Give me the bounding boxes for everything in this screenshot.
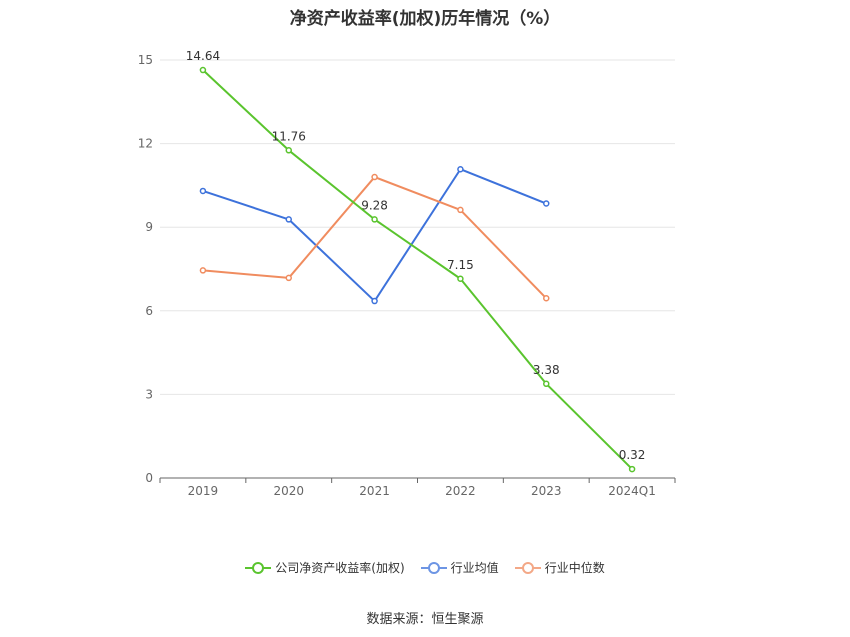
data-point[interactable]	[199, 66, 207, 74]
legend-label: 行业均值	[450, 561, 499, 575]
data-point[interactable]	[199, 187, 207, 195]
data-point[interactable]	[628, 465, 636, 473]
legend-swatch	[420, 561, 447, 574]
series-line	[202, 69, 633, 470]
series-line	[202, 176, 547, 299]
data-point[interactable]	[457, 165, 464, 173]
chart-title: 净资产收益率(加权)历年情况（%）	[289, 9, 561, 29]
grid-lines	[160, 59, 675, 395]
data-point[interactable]	[285, 274, 292, 282]
series-line	[202, 168, 547, 303]
data-label: 14.64	[186, 49, 220, 63]
data-point[interactable]	[543, 200, 550, 207]
data-point[interactable]	[285, 147, 292, 154]
data-point[interactable]	[285, 216, 292, 223]
y-tick-label: 9	[145, 220, 153, 234]
data-point[interactable]	[543, 380, 550, 388]
x-tick-label: 2020	[273, 484, 304, 498]
x-tick-label: 2021	[359, 484, 390, 498]
data-labels: 14.64 11.76 9.28 7.15 3.38 0.32	[186, 49, 646, 462]
legend-item[interactable]: 行业均值	[420, 559, 499, 576]
x-tick-label: 2023	[531, 484, 562, 498]
legend-swatch	[245, 561, 272, 574]
legend-label: 公司净资产收益率(加权)	[275, 561, 405, 575]
data-label: 3.38	[533, 363, 560, 377]
legend-swatch	[514, 561, 541, 574]
data-label: 9.28	[361, 198, 388, 212]
data-point[interactable]	[371, 297, 378, 305]
y-tick-label: 3	[145, 387, 153, 401]
data-point[interactable]	[543, 295, 550, 302]
data-point[interactable]	[371, 216, 378, 223]
x-tick-label: 2024Q1	[608, 484, 656, 498]
data-point[interactable]	[199, 267, 207, 274]
data-point[interactable]	[457, 206, 464, 214]
legend: 公司净资产收益率(加权) 行业均值 行业中位数	[0, 559, 850, 576]
y-tick-label: 6	[145, 304, 153, 318]
data-label: 7.15	[447, 258, 474, 272]
y-tick-label: 12	[138, 137, 153, 151]
y-tick-label: 0	[145, 471, 153, 485]
series-lines	[199, 66, 636, 473]
x-tick-label: 2022	[445, 484, 476, 498]
data-label: 11.76	[272, 129, 306, 143]
axes: 0 3 6 9 12 15 2019 2020 2021 2022 2023 2024Q1	[138, 53, 676, 498]
data-point[interactable]	[457, 275, 464, 283]
legend-item[interactable]: 行业中位数	[514, 559, 605, 576]
legend-item[interactable]: 公司净资产收益率(加权)	[245, 559, 405, 576]
data-point[interactable]	[371, 173, 378, 181]
y-tick-label: 15	[138, 53, 153, 67]
x-tick-label: 2019	[188, 484, 219, 498]
data-label: 0.32	[619, 448, 646, 462]
source-note: 数据来源：恒生聚源	[366, 612, 484, 627]
legend-label: 行业中位数	[544, 561, 605, 575]
